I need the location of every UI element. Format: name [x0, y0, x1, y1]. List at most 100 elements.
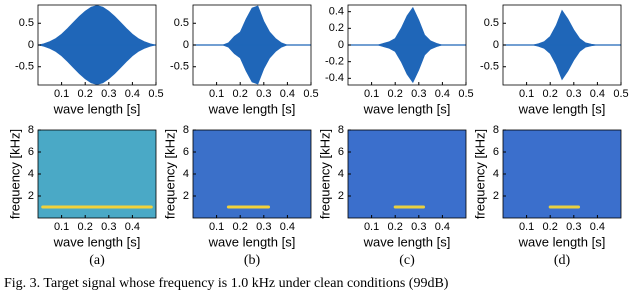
- waveform: [503, 9, 621, 46]
- x-tick-label: 0.1: [209, 221, 224, 233]
- waveform: [37, 5, 157, 46]
- x-tick-label: 0.4: [125, 88, 140, 100]
- x-tick-label: 0.1: [54, 221, 69, 233]
- x-tick-label: 0.2: [233, 88, 248, 100]
- y-tick-label: 0: [28, 39, 34, 51]
- waveform: [348, 44, 466, 84]
- x-tick-label: 0.3: [411, 221, 426, 233]
- y-tick-label: -0.4: [325, 72, 344, 84]
- y-tick-label: 6: [493, 146, 499, 158]
- x-tick-label: 0.2: [388, 88, 403, 100]
- spectrogram-background: [503, 130, 621, 218]
- x-tick-label: 0.4: [435, 88, 450, 100]
- x-axis-label: wave length [s]: [518, 234, 606, 249]
- x-tick-label: 0.3: [101, 221, 116, 233]
- y-tick-label: 8: [338, 124, 344, 136]
- y-tick-label: 2: [28, 190, 34, 202]
- spectrogram-background: [193, 130, 311, 218]
- y-tick-label: 0.5: [19, 17, 34, 29]
- y-tick-label: 0: [493, 39, 499, 51]
- x-tick-label: 0.3: [411, 88, 426, 100]
- y-tick-label: -0.2: [325, 56, 344, 68]
- x-tick-label: 0.5: [458, 88, 473, 100]
- y-tick-label: 0: [183, 39, 189, 51]
- x-axis-label: wave length [s]: [363, 101, 451, 116]
- x-tick-label: 0.1: [54, 88, 69, 100]
- waveform: [348, 6, 466, 46]
- x-tick-label: 0.5: [303, 88, 318, 100]
- x-tick-label: 0.1: [209, 88, 224, 100]
- x-tick-label: 0.4: [435, 221, 450, 233]
- x-tick-label: 0.1: [519, 88, 534, 100]
- panel-label: (a): [89, 253, 105, 268]
- y-axis-label: frequency [kHz]: [317, 129, 332, 219]
- x-tick-label: 0.1: [364, 88, 379, 100]
- y-tick-label: -0.5: [480, 61, 499, 73]
- y-tick-label: 0.2: [329, 22, 344, 34]
- y-tick-label: 6: [338, 146, 344, 158]
- waveform: [503, 44, 621, 81]
- y-tick-label: 2: [183, 190, 189, 202]
- y-tick-label: -0.5: [170, 61, 189, 73]
- x-tick-label: 0.2: [543, 221, 558, 233]
- y-axis-label: frequency [kHz]: [472, 129, 487, 219]
- x-tick-label: 0.2: [388, 221, 403, 233]
- plot-frame: [502, 129, 622, 219]
- x-tick-label: 0.4: [280, 88, 295, 100]
- y-tick-label: 8: [493, 124, 499, 136]
- x-tick-label: 0.4: [590, 221, 605, 233]
- x-tick-label: 0.3: [101, 88, 116, 100]
- plot-frame: [347, 4, 467, 86]
- plot-frame: [37, 4, 157, 86]
- x-tick-label: 0.5: [613, 88, 628, 100]
- plot-frame: [347, 129, 467, 219]
- x-tick-label: 0.1: [519, 221, 534, 233]
- spectrogram-background: [348, 130, 466, 218]
- y-tick-label: 6: [28, 146, 34, 158]
- waveform: [193, 44, 311, 85]
- x-tick-label: 0.4: [280, 221, 295, 233]
- plot-frame: [192, 129, 312, 219]
- plot-frame: [192, 4, 312, 86]
- x-axis-label: wave length [s]: [208, 101, 296, 116]
- panel-label: (b): [244, 253, 261, 268]
- spectrogram-background: [38, 130, 156, 218]
- panel-label: (d): [554, 253, 571, 268]
- y-tick-label: -0.5: [15, 61, 34, 73]
- x-tick-label: 0.4: [590, 88, 605, 100]
- y-tick-label: 0.4: [329, 6, 344, 18]
- y-tick-label: 4: [338, 168, 344, 180]
- y-axis-label: frequency [kHz]: [162, 129, 177, 219]
- y-tick-label: 2: [338, 190, 344, 202]
- y-tick-label: 4: [183, 168, 189, 180]
- x-tick-label: 0.1: [364, 221, 379, 233]
- y-tick-label: 6: [183, 146, 189, 158]
- x-tick-label: 0.3: [256, 221, 271, 233]
- y-tick-label: 8: [28, 124, 34, 136]
- plot-frame: [502, 4, 622, 86]
- x-tick-label: 0.3: [566, 221, 581, 233]
- waveform: [37, 44, 157, 85]
- x-axis-label: wave length [s]: [518, 101, 606, 116]
- y-tick-label: 4: [493, 168, 499, 180]
- x-tick-label: 0.2: [78, 221, 93, 233]
- x-tick-label: 0.2: [78, 88, 93, 100]
- y-tick-label: 0: [338, 39, 344, 51]
- x-tick-label: 0.2: [543, 88, 558, 100]
- x-axis-label: wave length [s]: [363, 234, 451, 249]
- y-tick-label: 0.5: [484, 17, 499, 29]
- x-tick-label: 0.5: [148, 88, 163, 100]
- x-axis-label: wave length [s]: [53, 234, 141, 249]
- y-tick-label: 0.5: [174, 17, 189, 29]
- waveform: [193, 5, 311, 46]
- y-axis-label: frequency [kHz]: [7, 129, 22, 219]
- y-tick-label: 2: [493, 190, 499, 202]
- y-tick-label: 8: [183, 124, 189, 136]
- x-axis-label: wave length [s]: [53, 101, 141, 116]
- plot-frame: [37, 129, 157, 219]
- x-axis-label: wave length [s]: [208, 234, 296, 249]
- x-tick-label: 0.3: [256, 88, 271, 100]
- x-tick-label: 0.2: [233, 221, 248, 233]
- x-tick-label: 0.3: [566, 88, 581, 100]
